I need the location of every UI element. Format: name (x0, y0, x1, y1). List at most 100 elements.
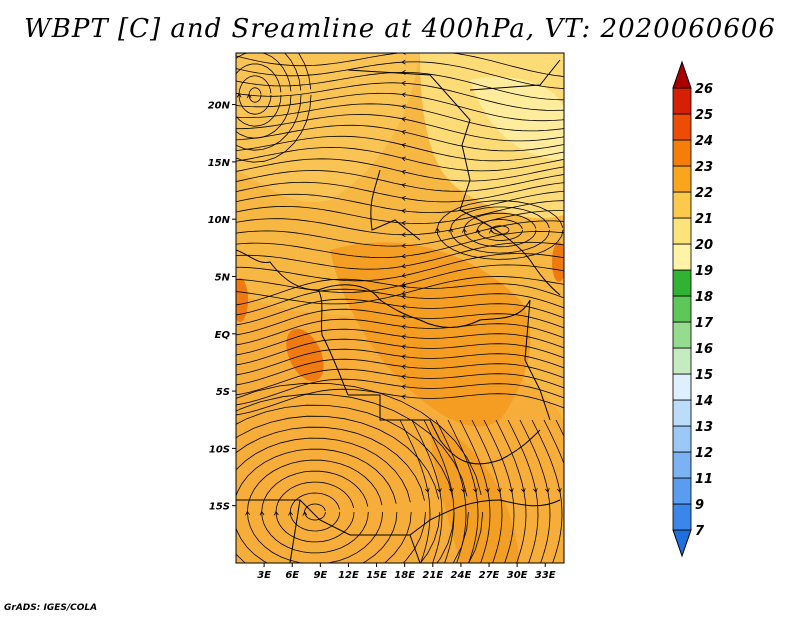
colorbar-box (672, 243, 692, 271)
lat-tick-label: 15S (209, 502, 230, 513)
streamline-arrow (401, 344, 406, 350)
country-borders (236, 59, 561, 563)
wbpt-18-region-northeast (470, 76, 564, 160)
streamline-arrow (593, 488, 597, 492)
streamline-arrow (259, 510, 265, 516)
streamline-arrow (401, 354, 406, 360)
streamline-arrow (174, 511, 178, 515)
streamline-arrow (401, 282, 406, 287)
streamline-arrow (401, 53, 406, 55)
streamline-arrow (401, 196, 406, 201)
lat-tick-label: EQ (215, 330, 231, 341)
streamlines (146, 53, 597, 563)
lon-tick-label: 3E (257, 570, 271, 581)
lon-tick-label: 12E (338, 570, 359, 581)
streamline-arrow (401, 80, 406, 86)
streamline (275, 481, 355, 543)
streamline-arrow (581, 488, 585, 492)
lon-tick-label: 27E (479, 570, 500, 581)
streamline-arrow (401, 169, 406, 175)
streamline-arrow (496, 488, 502, 493)
streamline-arrow (401, 220, 406, 226)
streamline-arrow (556, 488, 562, 493)
lat-tick-label: 5S (216, 387, 230, 398)
colorbar-level-label: 19 (695, 264, 713, 279)
streamline-arrow (424, 488, 430, 493)
colorbar-level-label: 12 (695, 446, 713, 461)
streamline (236, 53, 564, 77)
colorbar-level-label: 25 (695, 108, 713, 123)
streamline-arrow (401, 324, 406, 330)
lat-tick-label: 10N (208, 215, 231, 226)
streamline-arrow (146, 511, 150, 515)
streamline-arrow (401, 183, 406, 188)
streamline-arrow (197, 91, 201, 94)
streamline-arrow (231, 511, 235, 515)
streamline (236, 53, 292, 139)
streamline-arrow (401, 290, 406, 296)
colorbar-level-label: 7 (695, 524, 705, 539)
wbpt-23-spot-east (552, 242, 564, 282)
streamline-arrow (188, 511, 192, 515)
colorbar-level-label: 18 (695, 290, 713, 305)
streamline-arrow (217, 92, 221, 95)
lon-tick-label: 18E (394, 570, 415, 581)
colorbar-lower-triangle (672, 529, 692, 558)
wbpt-23-spot-west (236, 278, 248, 322)
colorbar-level-label: 14 (695, 394, 713, 409)
streamline-arrow (472, 488, 478, 493)
streamline-arrow (401, 208, 406, 214)
colorbar-box (672, 503, 692, 531)
colorbar-box (672, 295, 692, 323)
colorbar-box (672, 87, 692, 115)
streamline-arrow (520, 488, 526, 493)
lat-tick-label: 20N (208, 101, 231, 112)
colorbar-box (672, 399, 692, 427)
streamline-arrow (160, 511, 164, 515)
lon-tick-label: 9E (313, 570, 327, 581)
streamline (289, 492, 341, 532)
lon-tick-label: 30E (507, 570, 528, 581)
streamline-arrow (508, 488, 514, 493)
colorbar-box (672, 347, 692, 375)
colorbar-level-label: 24 (695, 134, 713, 149)
streamline-arrow (448, 227, 454, 233)
streamline-arrow (401, 253, 406, 259)
streamline-arrow (401, 334, 406, 340)
colorbar-level-label: 23 (695, 160, 713, 175)
streamline (436, 200, 564, 260)
streamline-arrow (448, 488, 454, 493)
colorbar-level-label: 13 (695, 420, 713, 435)
streamline-arrow (401, 263, 406, 269)
streamline-arrow (273, 510, 279, 516)
streamline-arrow (246, 93, 252, 99)
lat-tick-label: 10S (209, 444, 230, 455)
streamline-arrow (401, 104, 406, 110)
streamline-arrow (401, 243, 406, 249)
streamline-arrow (401, 143, 406, 148)
streamline-arrow (532, 488, 538, 493)
streamline-arrow (207, 92, 211, 95)
lon-tick-label: 21E (422, 570, 443, 581)
streamline-arrow (401, 294, 406, 300)
colorbar-box (672, 113, 692, 141)
streamline-arrow (401, 364, 406, 370)
colorbar-box (672, 217, 692, 245)
streamline-arrow (401, 129, 406, 135)
colorbar-level-label: 11 (695, 472, 713, 487)
streamline-arrow (488, 228, 494, 234)
colorbar-level-label: 20 (695, 238, 713, 253)
streamline-arrow (245, 510, 251, 516)
streamline (463, 212, 537, 248)
colorbar-box (672, 477, 692, 505)
lon-tick-label: 24E (451, 570, 472, 581)
streamline-arrow (475, 228, 481, 234)
streamline (236, 404, 455, 563)
colorbar-level-label: 9 (695, 498, 704, 513)
longitude-axis: 3E 6E 9E 12E 15E 18E 21E 24E 27E 30E 33E (257, 563, 556, 581)
lat-tick-label: 5N (215, 272, 231, 283)
streamline-arrow (544, 488, 550, 493)
streamline-arrow (288, 511, 293, 516)
streamline-arrow (569, 488, 573, 492)
